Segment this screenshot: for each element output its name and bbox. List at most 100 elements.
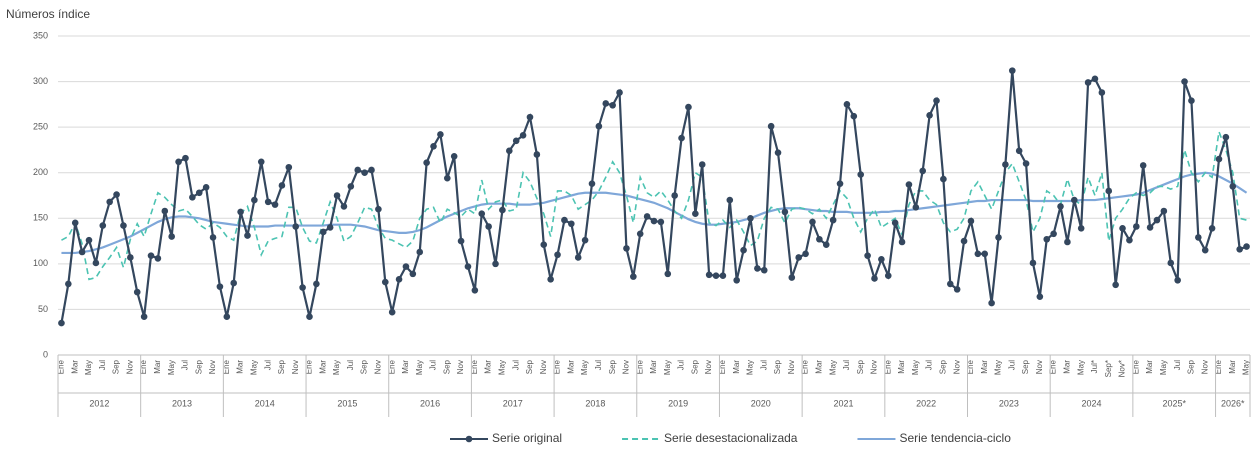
year-label: 2018: [585, 398, 605, 408]
x-tick-label: May: [828, 360, 837, 375]
data-point: [960, 237, 968, 245]
x-tick-label: Nov: [208, 360, 217, 374]
data-point: [1167, 259, 1175, 267]
data-point: [361, 169, 368, 177]
data-point: [1043, 235, 1051, 243]
data-point: [581, 236, 589, 244]
x-tick-label: Mar: [401, 360, 410, 374]
x-tick-label: Jul: [925, 360, 934, 370]
data-point: [602, 100, 610, 107]
year-label: 2022: [916, 398, 936, 408]
data-point: [499, 206, 506, 214]
x-tick-label: Sep: [938, 359, 947, 374]
data-point: [416, 248, 424, 256]
data-point: [506, 147, 513, 155]
data-point: [1133, 223, 1140, 230]
x-tick-label: May: [249, 360, 258, 375]
data-point: [623, 245, 630, 252]
x-tick-label: Nov: [374, 360, 383, 374]
data-point: [809, 218, 816, 226]
data-point: [561, 216, 568, 224]
x-tick-label: May: [663, 360, 672, 375]
data-point: [340, 203, 348, 210]
x-tick-label: May: [332, 360, 341, 375]
year-label: 2013: [172, 398, 192, 408]
data-point: [71, 219, 79, 227]
data-point: [671, 192, 678, 199]
year-label: 2017: [503, 398, 523, 408]
data-point: [767, 122, 775, 130]
data-point: [685, 103, 692, 111]
x-tick-label: Jul: [1173, 360, 1182, 370]
data-point: [878, 255, 885, 263]
data-point: [1036, 293, 1044, 300]
x-tick-label: Sep*: [1104, 360, 1113, 377]
data-point: [264, 198, 272, 206]
x-tick-label: Ene: [883, 359, 892, 374]
data-point: [1098, 89, 1106, 96]
data-point: [781, 208, 789, 216]
data-point: [278, 182, 286, 189]
data-point: [257, 158, 265, 166]
data-point: [754, 265, 761, 272]
x-tick-label: Sep: [1187, 359, 1196, 374]
data-point: [1243, 243, 1250, 250]
x-tick-label: Mar: [484, 360, 493, 374]
data-point: [450, 153, 458, 160]
data-point: [946, 280, 954, 288]
x-tick-label: Mar: [318, 360, 327, 374]
data-point: [940, 175, 947, 183]
x-tick-label: Nov: [291, 360, 300, 374]
data-point: [99, 222, 107, 229]
data-point: [919, 167, 927, 175]
data-point: [712, 272, 720, 280]
data-point: [547, 276, 554, 283]
data-point: [299, 284, 306, 291]
x-tick-label: Nov: [456, 360, 465, 374]
x-tick-label: Sep: [608, 359, 617, 374]
data-point: [1029, 259, 1037, 267]
x-tick-label: Ene: [222, 359, 231, 374]
data-point: [189, 194, 196, 201]
data-point: [1077, 225, 1085, 232]
y-tick-label: 350: [33, 30, 48, 40]
data-point: [1050, 230, 1057, 238]
data-point: [512, 137, 520, 145]
legend-label: Serie tendencia-ciclo: [899, 431, 1011, 445]
data-point: [802, 250, 809, 258]
data-point: [182, 154, 189, 162]
x-tick-label: Mar: [70, 360, 79, 374]
data-point: [981, 250, 989, 258]
x-tick-label: Nov: [125, 360, 134, 374]
year-label: 2025*: [1162, 398, 1186, 408]
data-point: [933, 97, 940, 105]
data-point: [912, 204, 920, 211]
data-point: [402, 263, 410, 270]
x-tick-label: Sep: [277, 359, 286, 374]
x-tick-label: Ene: [1214, 359, 1223, 374]
y-tick-label: 300: [33, 76, 48, 86]
data-point: [574, 254, 582, 261]
data-point: [891, 219, 899, 227]
x-tick-label: May: [498, 360, 507, 375]
data-point: [326, 224, 334, 231]
data-point: [774, 149, 782, 156]
data-point: [568, 220, 575, 228]
data-point: [443, 174, 451, 182]
data-point: [133, 288, 141, 296]
data-point: [1215, 155, 1223, 163]
data-point: [540, 241, 548, 249]
data-point: [147, 252, 155, 259]
x-tick-label: Jul: [511, 360, 520, 370]
data-point: [1181, 78, 1188, 85]
x-tick-label: Nov: [870, 360, 879, 374]
x-tick-label: Ene: [1131, 359, 1140, 374]
data-point: [864, 252, 871, 259]
x-tick-label: Nov: [952, 360, 961, 374]
data-point: [381, 278, 389, 286]
x-tick-label: Ene: [387, 359, 396, 374]
x-tick-label: Nov*: [1118, 360, 1127, 377]
data-point: [664, 270, 672, 278]
x-tick-label: May: [911, 360, 920, 375]
